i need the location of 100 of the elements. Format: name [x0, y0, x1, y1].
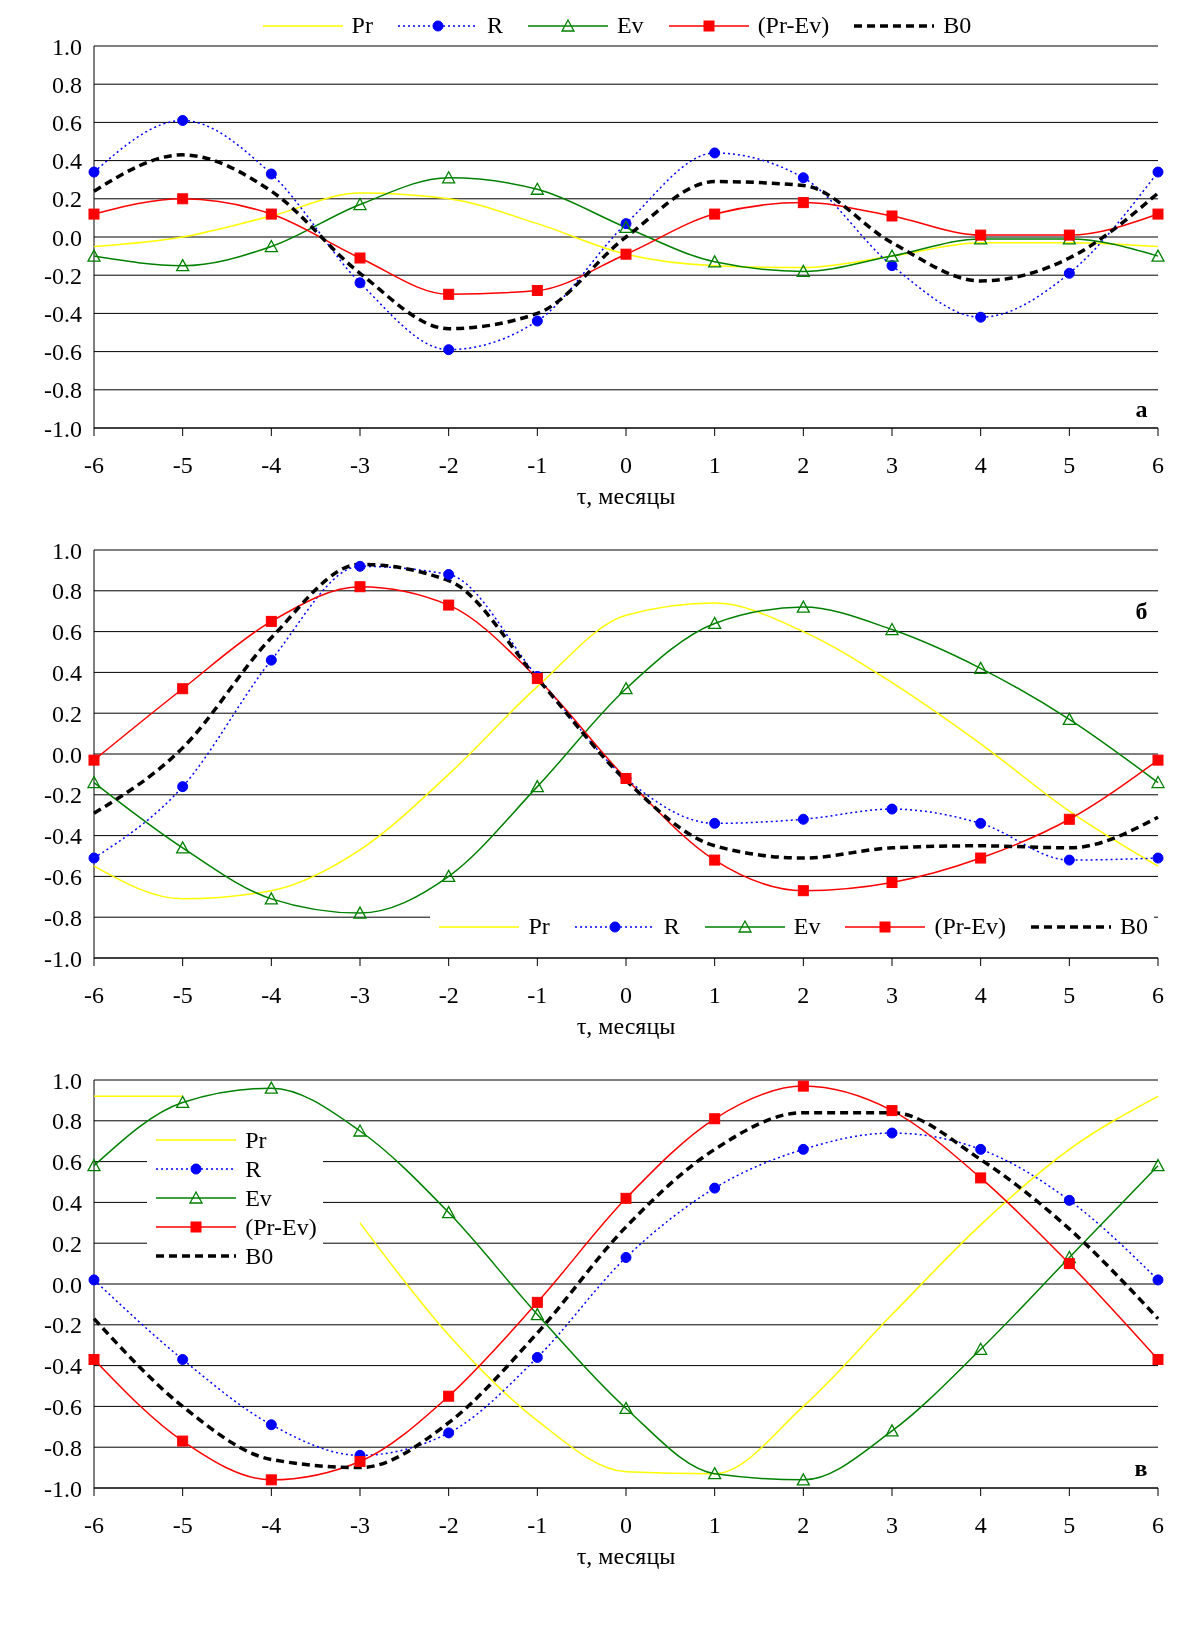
- point: [886, 1105, 898, 1117]
- x-tick-label: -5: [172, 1512, 193, 1539]
- point: [177, 114, 189, 126]
- point: [354, 560, 366, 572]
- legend-label: R: [663, 913, 680, 941]
- y-tick-label: -1.0: [44, 1475, 82, 1502]
- point: [620, 1251, 632, 1263]
- point: [443, 1390, 455, 1402]
- point: [1063, 813, 1075, 825]
- point: [975, 1172, 987, 1184]
- point: [1151, 1159, 1165, 1172]
- point: [886, 260, 898, 272]
- y-tick-label: 0.4: [52, 1189, 82, 1216]
- x-tick-label: 5: [1063, 452, 1076, 479]
- point: [1151, 775, 1165, 789]
- legend-label: Ev: [245, 1184, 272, 1212]
- point: [88, 1274, 100, 1286]
- legend-label: Ev: [793, 913, 821, 941]
- y-tick-label: 1.0: [52, 1067, 82, 1094]
- x-tick-label: -3: [350, 982, 370, 1009]
- point: [797, 172, 809, 184]
- legend-label: (Pr-Ev): [934, 913, 1006, 941]
- y-tick-label: -0.2: [44, 1312, 82, 1339]
- x-tick-label: 3: [886, 1512, 898, 1539]
- y-tick-label: -0.8: [44, 904, 82, 931]
- point: [975, 1143, 987, 1155]
- annotation: б: [1135, 597, 1148, 626]
- x-tick-label: 1: [708, 982, 721, 1009]
- point: [708, 1467, 722, 1480]
- x-tick-label: -1: [527, 452, 548, 479]
- x-tick-label: 0: [620, 1512, 632, 1539]
- point: [443, 1427, 455, 1439]
- point: [1152, 166, 1164, 178]
- point: [443, 568, 455, 580]
- point: [885, 249, 899, 262]
- point: [975, 852, 987, 864]
- legend-label: Ev: [616, 12, 644, 39]
- y-tick-label: 0.2: [52, 1230, 82, 1257]
- x-tick-label: 0: [620, 982, 632, 1009]
- point: [442, 869, 456, 883]
- point: [265, 168, 277, 180]
- x-tick-label: -4: [261, 452, 282, 479]
- x-tick-label: 1: [708, 1512, 721, 1539]
- point: [354, 277, 366, 289]
- legend-label: B0: [245, 1242, 274, 1270]
- x-tick-label: 4: [974, 982, 987, 1009]
- legend-label: Pr: [528, 913, 550, 941]
- point: [708, 255, 722, 268]
- x-tick-label: -2: [438, 982, 459, 1009]
- x-tick-label: 0: [620, 452, 632, 479]
- x-tick-label: -3: [350, 452, 370, 479]
- point: [88, 1353, 100, 1365]
- x-tick-label: -2: [438, 1512, 459, 1539]
- point: [443, 344, 455, 356]
- y-tick-label: -1.0: [44, 945, 82, 972]
- point: [530, 182, 544, 195]
- y-tick-label: 0.6: [52, 1149, 82, 1176]
- point: [886, 877, 898, 889]
- point: [708, 616, 722, 630]
- x-tick-label: -6: [84, 452, 104, 479]
- legend-label: R: [245, 1155, 262, 1183]
- y-tick-label: -1.0: [44, 415, 82, 442]
- y-tick-label: 0.2: [52, 700, 82, 727]
- point: [796, 1473, 810, 1486]
- x-tick-label: 1: [708, 452, 721, 479]
- point: [620, 248, 632, 260]
- legend-label: R: [486, 12, 503, 39]
- x-tick-label: -1: [527, 982, 548, 1009]
- x-tick-label: 5: [1063, 982, 1076, 1009]
- point: [265, 654, 277, 666]
- point: [1063, 229, 1075, 241]
- legend-label: (Pr-Ev): [757, 12, 830, 39]
- point: [1062, 1250, 1076, 1264]
- point: [177, 781, 189, 793]
- x-tick-label: -6: [84, 982, 104, 1009]
- x-tick-label: 3: [886, 452, 898, 479]
- x-tick-label: -4: [261, 1512, 282, 1539]
- y-tick-label: 1.0: [52, 33, 82, 60]
- point: [620, 1192, 632, 1204]
- y-tick-label: -0.6: [44, 1393, 82, 1420]
- point: [176, 259, 190, 272]
- y-tick-label: 0.6: [52, 619, 82, 646]
- point: [1063, 267, 1075, 279]
- point: [974, 1342, 988, 1355]
- point: [443, 599, 455, 611]
- x-tick-label: 3: [886, 982, 898, 1009]
- point: [265, 1474, 277, 1486]
- legend-label: Pr: [245, 1126, 267, 1154]
- point: [531, 284, 543, 296]
- point: [619, 682, 633, 695]
- point: [354, 581, 366, 593]
- point: [88, 852, 100, 864]
- point: [265, 208, 277, 220]
- point: [797, 1080, 809, 1092]
- point: [353, 197, 367, 211]
- point: [797, 1143, 809, 1155]
- point: [530, 1307, 544, 1321]
- point: [1151, 249, 1165, 262]
- point: [709, 147, 721, 159]
- point: [265, 615, 277, 627]
